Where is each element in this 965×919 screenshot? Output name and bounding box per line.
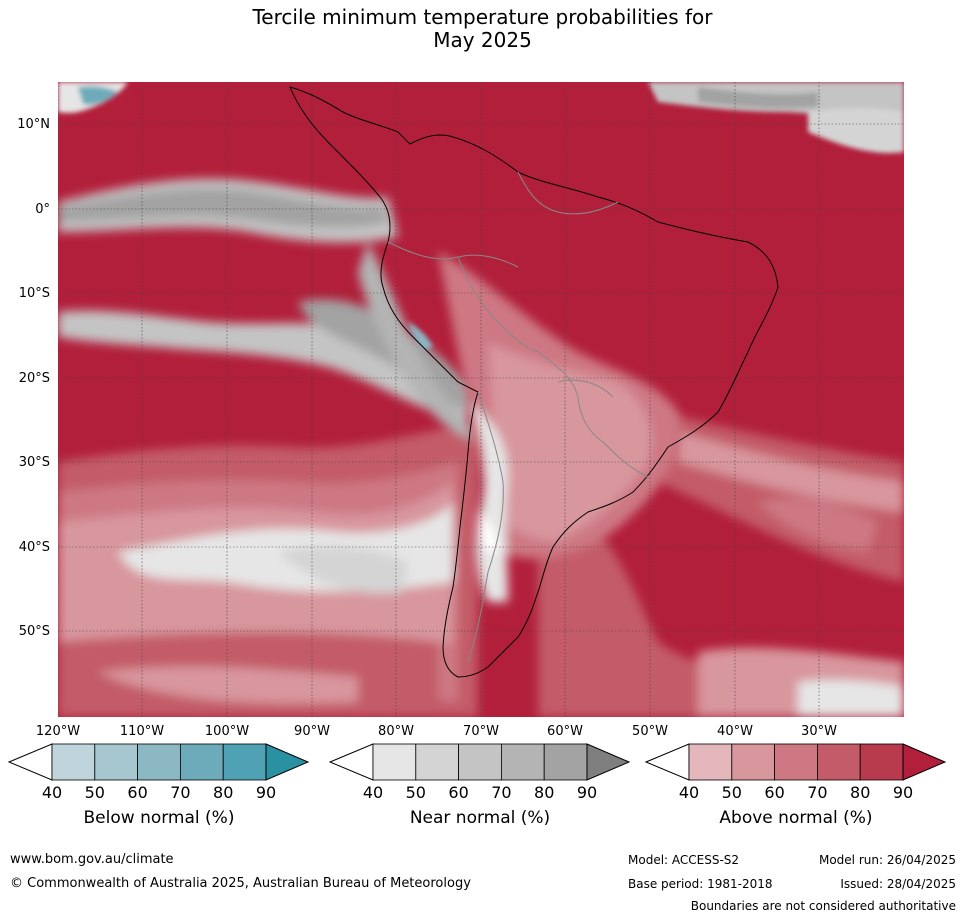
map-canvas — [58, 82, 904, 717]
disclaimer-text: Boundaries are not considered authoritat… — [690, 899, 956, 913]
lon-tick-label: 80°W — [378, 724, 414, 739]
near-normal-colorbar — [329, 743, 631, 781]
above-normal-colorbar — [645, 743, 947, 781]
lon-tick-label: 40°W — [717, 724, 753, 739]
lat-tick-label: 40°S — [18, 540, 50, 555]
colorbar-cell — [543, 743, 588, 781]
below-normal-label: Below normal (%) — [83, 808, 235, 828]
colorbar-value: 80 — [213, 783, 234, 802]
south-pacific-pink — [58, 422, 478, 717]
lon-tick-label: 120°W — [35, 724, 81, 739]
colorbar-cell — [816, 743, 861, 781]
title-line-1: Tercile minimum temperature probabilitie… — [252, 5, 713, 29]
colorbar-cell — [859, 743, 904, 781]
colorbar-value: 50 — [405, 783, 426, 802]
colorbar-cell — [774, 743, 818, 781]
above-normal-label: Above normal (%) — [719, 808, 873, 828]
colorbar-value: 80 — [850, 783, 871, 802]
colorbar-value: 70 — [491, 783, 512, 802]
lat-tick-label: 30°S — [18, 455, 50, 470]
map-title: Tercile minimum temperature probabilitie… — [0, 6, 965, 52]
model-text: Model: ACCESS-S2 — [628, 853, 740, 867]
colorbar-max-extend — [902, 743, 947, 781]
lat-tick-label: 10°S — [18, 286, 50, 301]
lon-tick-label: 60°W — [547, 724, 583, 739]
south-atlantic-pink — [538, 412, 904, 717]
colorbar-cell — [458, 743, 502, 781]
colorbar-value: 40 — [41, 783, 63, 802]
colorbar-value: 90 — [576, 783, 598, 802]
title-line-2: May 2025 — [433, 28, 532, 52]
colorbar-cell — [222, 743, 267, 781]
colorbar-cell — [179, 743, 224, 781]
colorbar-cell — [500, 743, 545, 781]
colorbar-cell — [415, 743, 460, 781]
colorbar-value: 90 — [255, 783, 277, 802]
lon-tick-label: 110°W — [119, 724, 165, 739]
colorbar-value: 40 — [678, 783, 700, 802]
lat-tick-label: 10°N — [17, 117, 50, 132]
near-normal-label: Near normal (%) — [409, 808, 551, 828]
issued-text: Issued: 28/04/2025 — [840, 877, 956, 891]
north-patches — [58, 82, 904, 350]
continent-interior-pink — [438, 252, 680, 602]
country-borders — [387, 171, 649, 663]
colorbar-value: 60 — [764, 783, 785, 802]
colorbar-cell — [137, 743, 181, 781]
colorbar-min-extend — [645, 743, 690, 781]
model-run-text: Model run: 26/04/2025 — [818, 853, 956, 867]
colorbar-cell — [731, 743, 776, 781]
colorbar-value: 80 — [534, 783, 555, 802]
colorbar-value: 50 — [84, 783, 105, 802]
colorbar-value: 90 — [892, 783, 914, 802]
colorbar-value: 70 — [170, 783, 191, 802]
colorbar-value: 60 — [127, 783, 148, 802]
colorbar-cell — [688, 743, 733, 781]
colorbar-value: 60 — [448, 783, 469, 802]
lon-tick-label: 100°W — [204, 724, 250, 739]
colorbar-value: 50 — [721, 783, 742, 802]
colorbar-value: 40 — [362, 783, 384, 802]
website-text: www.bom.gov.au/climate — [10, 852, 174, 867]
colorbar-cell — [94, 743, 139, 781]
colorbar-min-extend — [8, 743, 53, 781]
south-america-coastline — [289, 86, 779, 678]
colorbar-max-extend — [586, 743, 631, 781]
probability-map — [58, 82, 904, 717]
lat-tick-label: 0° — [35, 202, 50, 217]
colorbar-cell — [372, 743, 417, 781]
below-normal-colorbar — [8, 743, 310, 781]
copyright-text: © Commonwealth of Australia 2025, Austra… — [10, 876, 471, 891]
colorbar-min-extend — [329, 743, 374, 781]
lon-tick-label: 50°W — [632, 724, 668, 739]
lon-tick-label: 30°W — [801, 724, 837, 739]
colorbar-value: 70 — [807, 783, 828, 802]
lon-tick-label: 90°W — [294, 724, 330, 739]
colorbar-cell — [51, 743, 96, 781]
lon-tick-label: 70°W — [463, 724, 499, 739]
lat-tick-label: 50°S — [18, 624, 50, 639]
equatorial-near-normal — [58, 178, 473, 442]
lat-tick-label: 20°S — [18, 371, 50, 386]
base-period-text: Base period: 1981-2018 — [628, 877, 773, 891]
colorbar-max-extend — [265, 743, 310, 781]
